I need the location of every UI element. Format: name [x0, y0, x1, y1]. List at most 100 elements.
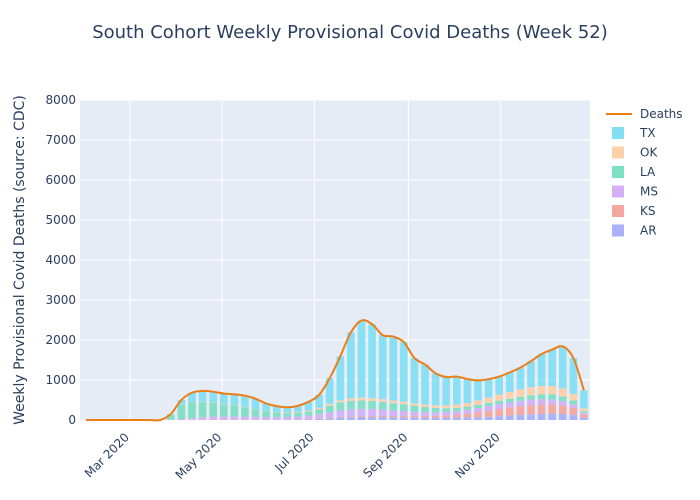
- bar-ms: [505, 402, 514, 408]
- bar-ar: [484, 416, 493, 420]
- bar-ar: [400, 417, 408, 420]
- x-tick-label: May 2020: [173, 430, 225, 482]
- bar-ks: [505, 407, 514, 416]
- y-axis-title: Weekly Provisional Covid Deaths (source:…: [12, 95, 28, 425]
- x-tick-label: Sep 2020: [360, 430, 410, 480]
- gridlines: [80, 99, 590, 420]
- bar-tx: [347, 332, 355, 399]
- bar-tx: [389, 336, 398, 401]
- bar-ms: [484, 406, 493, 411]
- bar-la: [198, 402, 207, 418]
- bar-ar: [495, 416, 503, 420]
- bar-tx: [484, 379, 493, 398]
- bar-ok: [431, 405, 440, 408]
- bar-ar: [548, 413, 556, 420]
- bar-ms: [283, 416, 292, 420]
- legend-label-la: LA: [640, 165, 656, 179]
- bar-ok: [474, 400, 482, 405]
- bar-ks: [537, 404, 546, 414]
- y-tick-label: 6000: [45, 173, 76, 187]
- bar-ok: [442, 405, 451, 409]
- bar-ks: [484, 410, 493, 417]
- bar-tx: [262, 403, 270, 412]
- bar-tx: [516, 367, 525, 390]
- bar-la: [442, 408, 451, 412]
- bar-la: [421, 407, 429, 413]
- bar-tx: [304, 401, 313, 411]
- bar-ks: [516, 406, 525, 415]
- bar-ks: [442, 415, 451, 418]
- bar-tx: [198, 390, 207, 402]
- bar-ks: [527, 405, 535, 415]
- line-layer: [86, 319, 585, 422]
- bar-ms: [251, 416, 260, 420]
- legend-swatch-ks: [612, 205, 624, 217]
- bar-tx: [188, 392, 196, 402]
- bar-ks: [580, 414, 588, 418]
- y-tick-label: 7000: [45, 133, 76, 147]
- chart-title: South Cohort Weekly Provisional Covid De…: [92, 22, 608, 43]
- bar-ok: [389, 400, 398, 404]
- y-axis: 0 1000 2000 3000 4000 5000 6000 7000 8000: [45, 93, 76, 427]
- bar-la: [378, 401, 387, 410]
- legend-label-deaths: Deaths: [640, 107, 683, 121]
- bar-ks: [209, 419, 217, 420]
- bar-la: [315, 409, 323, 415]
- bar-ms: [431, 412, 440, 416]
- legend-swatch-ms: [612, 185, 624, 198]
- bar-ms: [474, 408, 482, 413]
- bar-la: [516, 396, 525, 401]
- bar-tx: [283, 407, 292, 413]
- bar-ar: [389, 417, 398, 420]
- bar-ms: [495, 404, 503, 409]
- bar-ks: [453, 414, 461, 418]
- bar-la: [188, 402, 196, 419]
- bar-la: [241, 407, 249, 417]
- bar-ar: [304, 419, 313, 420]
- bar-ok: [347, 398, 355, 401]
- bar-ms: [272, 416, 281, 420]
- bar-tx: [431, 373, 440, 406]
- bar-ar: [463, 417, 472, 420]
- bar-ks: [463, 413, 472, 418]
- bar-ok: [558, 388, 567, 397]
- bar-ar: [453, 417, 461, 420]
- bar-tx: [219, 393, 228, 404]
- bar-tx: [241, 395, 249, 407]
- bar-ms: [442, 412, 451, 416]
- bar-ar: [421, 417, 429, 420]
- bar-la: [272, 412, 281, 417]
- bar-ok: [421, 404, 429, 407]
- bar-ms: [580, 412, 588, 415]
- legend-swatch-la: [612, 166, 624, 178]
- bar-ok: [304, 410, 313, 412]
- bar-la: [294, 412, 302, 417]
- legend-swatch-tx: [612, 127, 624, 139]
- bar-ok: [580, 408, 588, 412]
- bar-tx: [336, 356, 345, 401]
- legend-swatch-ar: [612, 224, 624, 237]
- bar-tx: [315, 394, 323, 408]
- bar-ar: [368, 417, 376, 420]
- bar-la: [484, 402, 493, 406]
- bar-ar: [410, 417, 419, 420]
- bar-la: [177, 405, 186, 419]
- bar-ks: [558, 405, 567, 414]
- bar-tx: [527, 361, 535, 388]
- bar-ar: [347, 417, 355, 420]
- bar-la: [400, 404, 408, 411]
- bar-ks: [368, 416, 376, 417]
- bar-la: [347, 401, 355, 410]
- bar-tx: [463, 379, 472, 403]
- bar-ks: [421, 415, 429, 418]
- legend-label-ms: MS: [640, 185, 658, 199]
- bar-tx: [558, 346, 567, 389]
- bar-tx: [569, 358, 578, 394]
- bar-ms: [527, 399, 535, 405]
- bar-ms: [569, 404, 578, 408]
- bar-la: [495, 400, 503, 404]
- bar-ms: [347, 409, 355, 417]
- bar-ar: [336, 417, 345, 420]
- bar-ms: [357, 408, 366, 417]
- bar-ms: [262, 417, 270, 420]
